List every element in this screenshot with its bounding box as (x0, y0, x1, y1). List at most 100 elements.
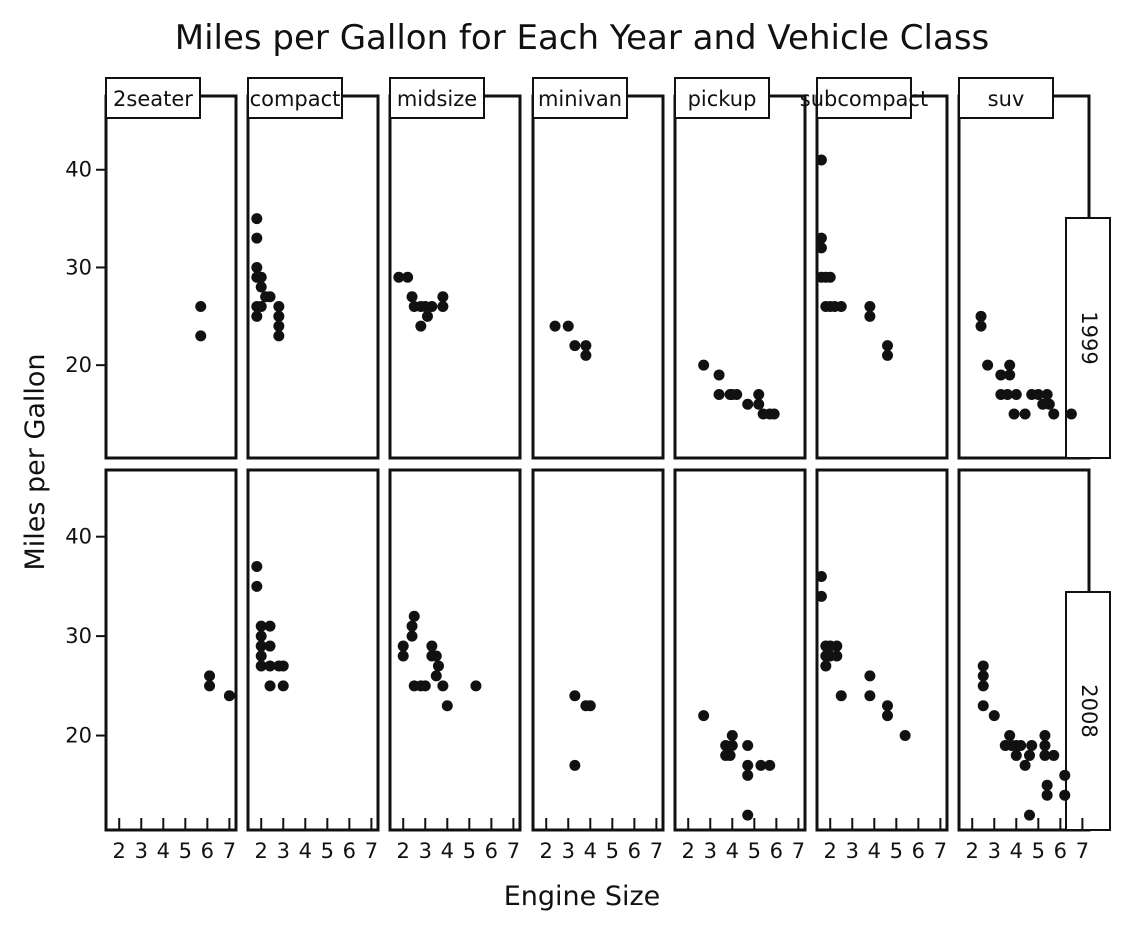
data-point (815, 570, 827, 582)
data-point (835, 301, 847, 313)
data-point (835, 690, 847, 702)
data-point (406, 291, 418, 303)
data-point (273, 301, 285, 313)
data-point (251, 310, 263, 322)
data-point (426, 301, 438, 313)
data-point (1015, 739, 1027, 751)
x-tick-label: 4 (157, 839, 170, 863)
data-point (1039, 739, 1051, 751)
x-tick-label: 5 (1032, 839, 1045, 863)
data-point (742, 759, 754, 771)
data-point (251, 232, 263, 244)
data-point (764, 759, 776, 771)
data-point (421, 310, 433, 322)
data-point (864, 301, 876, 313)
strip-label-box (532, 77, 628, 119)
data-point (753, 398, 765, 410)
data-point (742, 809, 754, 821)
row-label-2008: 2008 (1077, 684, 1101, 737)
x-tick-label: 3 (846, 839, 859, 863)
data-point (1010, 388, 1022, 400)
data-point (768, 408, 780, 420)
strip-label-box (958, 77, 1054, 119)
data-point (1019, 408, 1031, 420)
strip-label-box (816, 77, 912, 119)
data-point (204, 680, 216, 692)
data-point (549, 320, 561, 332)
x-tick-label: 3 (277, 839, 290, 863)
x-tick-label: 7 (507, 839, 520, 863)
data-point (1041, 779, 1053, 791)
data-point (831, 650, 843, 662)
strip-label-suv: suv (988, 87, 1025, 111)
x-tick-label: 5 (890, 839, 903, 863)
data-point (569, 759, 581, 771)
data-point (1008, 408, 1020, 420)
data-point (562, 320, 574, 332)
data-point (251, 261, 263, 273)
x-tick-label: 4 (1010, 839, 1023, 863)
strip-label-box (674, 77, 770, 119)
data-point (698, 710, 710, 722)
data-point (195, 301, 207, 313)
x-tick-label: 4 (299, 839, 312, 863)
y-tick-label: 40 (65, 525, 92, 549)
data-point (397, 640, 409, 652)
y-tick-label: 20 (65, 353, 92, 377)
data-point (731, 388, 743, 400)
x-tick-label: 5 (321, 839, 334, 863)
data-point (255, 620, 267, 632)
data-point (882, 349, 894, 361)
data-point (426, 640, 438, 652)
panel-frame (246, 468, 380, 832)
panel-frame (531, 94, 665, 460)
panel-frame (673, 468, 807, 832)
data-point (977, 700, 989, 712)
chart-title: Miles per Gallon for Each Year and Vehic… (175, 18, 990, 58)
x-tick-label: 3 (988, 839, 1001, 863)
data-point (437, 291, 449, 303)
strip-label-compact: compact (250, 87, 341, 111)
x-tick-label: 6 (343, 839, 356, 863)
data-point (977, 680, 989, 692)
data-point (406, 620, 418, 632)
data-point (742, 739, 754, 751)
data-point (406, 630, 418, 642)
data-point (882, 710, 894, 722)
data-point (977, 670, 989, 682)
data-point (899, 730, 911, 742)
data-point (277, 660, 289, 672)
x-tick-label: 7 (223, 839, 236, 863)
data-point (820, 660, 832, 672)
data-point (753, 388, 765, 400)
x-axis-title: Engine Size (504, 881, 661, 912)
data-point (831, 640, 843, 652)
data-point (815, 590, 827, 602)
x-tick-label: 2 (113, 839, 126, 863)
data-point (726, 730, 738, 742)
data-point (255, 630, 267, 642)
x-tick-label: 2 (966, 839, 979, 863)
strip-label-2seater: 2seater (113, 87, 193, 111)
data-point (864, 690, 876, 702)
data-point (264, 660, 276, 672)
data-point (726, 739, 738, 751)
x-tick-label: 7 (792, 839, 805, 863)
strip-label-box (105, 77, 201, 119)
y-axis-title: Miles per Gallon (20, 353, 51, 570)
strip-label-pickup: pickup (688, 87, 757, 111)
data-point (273, 320, 285, 332)
data-point (1026, 739, 1038, 751)
data-point (1032, 388, 1044, 400)
data-point (273, 310, 285, 322)
data-point (255, 640, 267, 652)
x-tick-label: 2 (397, 839, 410, 863)
data-point (1039, 730, 1051, 742)
data-point (437, 301, 449, 313)
data-point (441, 700, 453, 712)
data-point (402, 271, 414, 283)
panel-frame (815, 94, 949, 460)
data-point (580, 349, 592, 361)
x-tick-label: 7 (650, 839, 663, 863)
